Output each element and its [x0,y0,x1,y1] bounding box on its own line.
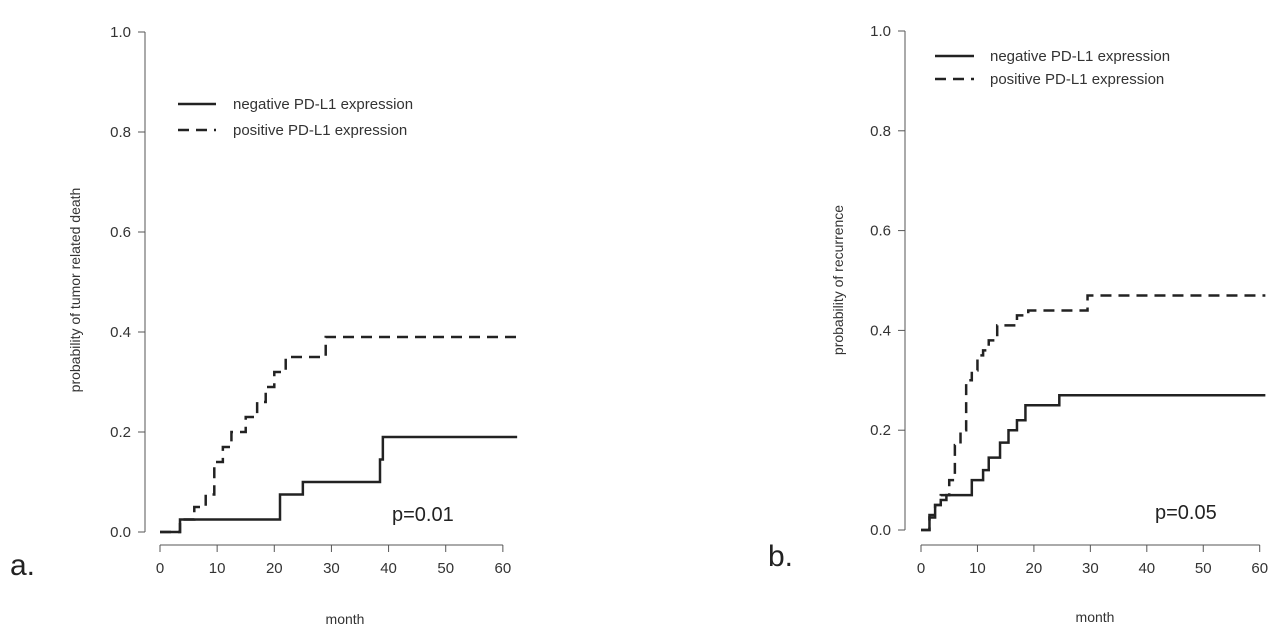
x-tick-label: 50 [1195,560,1212,577]
y-axis-label: probability of tumor related death [67,188,83,393]
panel-letter: a. [10,549,35,582]
chart-panel-a: 0 10 20 30 40 50 60 0.0 0.2 0.4 0.6 0.8 1.0 month prob… [10,24,517,627]
series-line-positive [160,337,517,532]
x-tick-label: 20 [266,560,283,577]
x-tick-label: 40 [380,560,397,577]
y-tick-label: 0.0 [110,524,131,541]
x-tick-label: 10 [969,560,986,577]
legend-entry: negative PD-L1 expression [233,96,413,113]
series-line-negative [160,437,517,532]
y-tick-label: 0.4 [870,322,891,339]
x-tick-label: 10 [209,560,226,577]
y-tick-label: 1.0 [110,24,131,41]
y-tick-label: 0.8 [870,123,891,140]
x-tick-label: 60 [1251,560,1268,577]
x-tick-label: 50 [437,560,454,577]
x-tick-label: 40 [1138,560,1155,577]
x-tick-label: 30 [323,560,340,577]
y-tick-label: 0.6 [110,224,131,241]
y-tick-label: 0.8 [110,124,131,141]
chart-panel-b: 0 10 20 30 40 50 60 0.0 0.2 0.4 0.6 0.8 1.0 month prob… [768,23,1268,625]
x-tick-label: 0 [156,560,164,577]
panel-letter: b. [768,540,793,573]
p-value-annotation: p=0.05 [1155,502,1217,524]
legend-entry: negative PD-L1 expression [990,48,1170,65]
legend-entry: positive PD-L1 expression [233,122,407,139]
y-tick-label: 0.2 [110,424,131,441]
x-tick-label: 30 [1082,560,1099,577]
p-value-annotation: p=0.01 [392,504,454,526]
y-tick-label: 0.4 [110,324,131,341]
x-tick-label: 60 [495,560,512,577]
y-axis-label: probability of recurrence [830,205,846,355]
y-tick-label: 1.0 [870,23,891,40]
x-axis-label: month [1076,609,1115,625]
y-tick-label: 0.2 [870,422,891,439]
x-tick-label: 20 [1026,560,1043,577]
x-axis-label: month [326,611,365,627]
y-tick-label: 0.0 [870,522,891,539]
x-tick-label: 0 [917,560,925,577]
legend-entry: positive PD-L1 expression [990,71,1164,88]
y-tick-label: 0.6 [870,223,891,240]
